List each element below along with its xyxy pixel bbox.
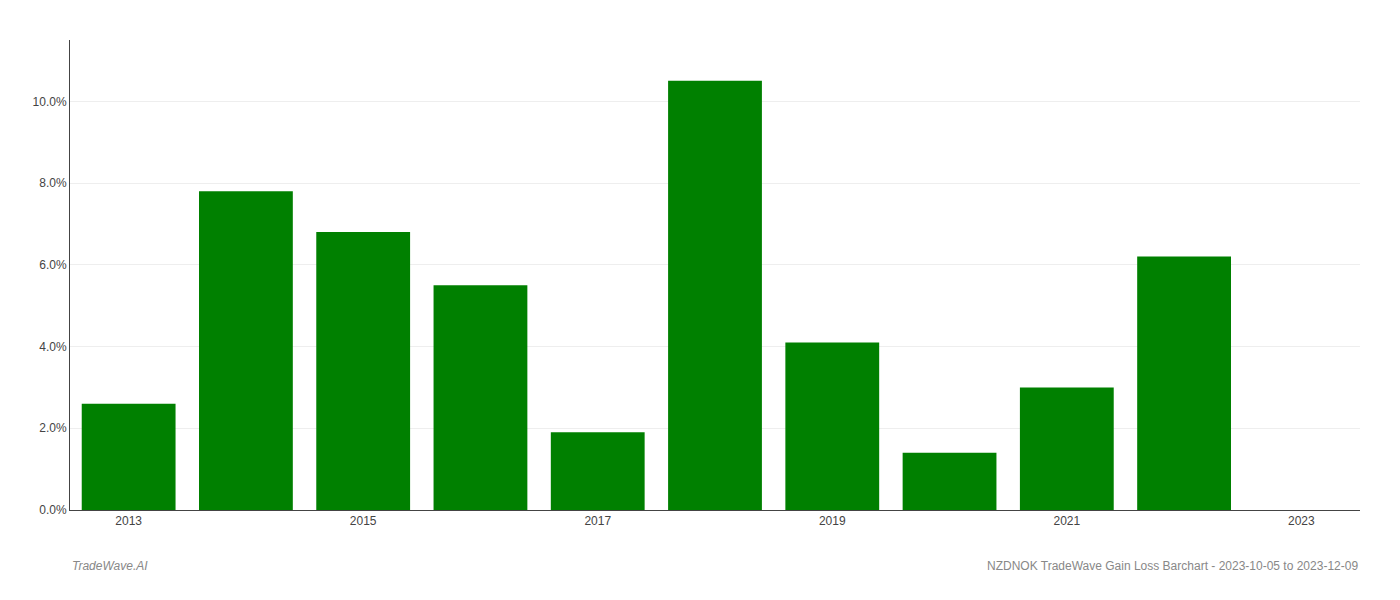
svg-text:8.0%: 8.0%	[39, 176, 67, 190]
svg-text:0.0%: 0.0%	[39, 503, 67, 517]
svg-text:2019: 2019	[819, 514, 846, 528]
svg-text:NZDNOK TradeWave Gain Loss Bar: NZDNOK TradeWave Gain Loss Barchart - 20…	[987, 559, 1358, 573]
svg-text:2013: 2013	[115, 514, 142, 528]
svg-text:10.0%: 10.0%	[33, 95, 67, 109]
svg-text:TradeWave.AI: TradeWave.AI	[72, 559, 148, 573]
svg-text:2021: 2021	[1053, 514, 1080, 528]
svg-text:2015: 2015	[350, 514, 377, 528]
svg-text:6.0%: 6.0%	[39, 258, 67, 272]
svg-text:2.0%: 2.0%	[39, 421, 67, 435]
svg-text:2017: 2017	[584, 514, 611, 528]
svg-text:2023: 2023	[1288, 514, 1315, 528]
svg-text:4.0%: 4.0%	[39, 340, 67, 354]
